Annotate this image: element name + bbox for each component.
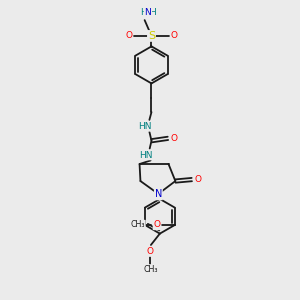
Text: O: O bbox=[194, 175, 201, 184]
Text: O: O bbox=[125, 32, 132, 40]
Text: H: H bbox=[150, 8, 156, 17]
Text: N: N bbox=[145, 8, 151, 17]
Text: HN: HN bbox=[140, 151, 153, 160]
Text: O: O bbox=[171, 32, 178, 40]
Text: O: O bbox=[147, 247, 154, 256]
Text: S: S bbox=[148, 31, 155, 41]
Text: O: O bbox=[153, 220, 161, 230]
Text: HN: HN bbox=[138, 122, 152, 131]
Text: O: O bbox=[170, 134, 177, 143]
Text: H: H bbox=[140, 8, 146, 17]
Text: CH₃: CH₃ bbox=[143, 265, 158, 274]
Text: N: N bbox=[155, 190, 162, 200]
Text: CH₃: CH₃ bbox=[130, 220, 145, 230]
